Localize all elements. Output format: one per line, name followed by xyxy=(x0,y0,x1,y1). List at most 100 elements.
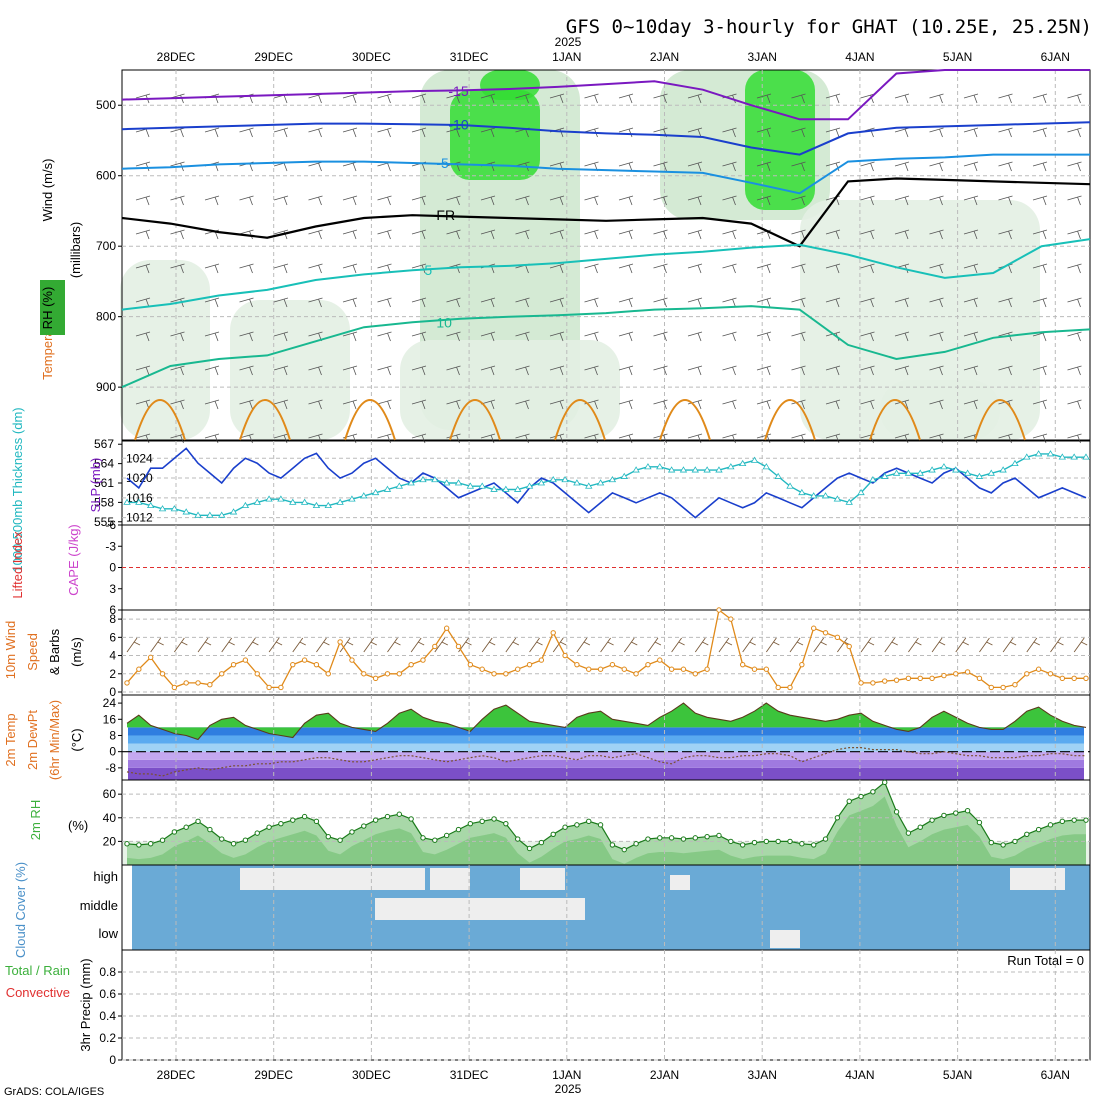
rh-point xyxy=(550,831,556,838)
wind-speed-point xyxy=(964,669,971,675)
rh-shading-area xyxy=(400,340,620,440)
thickness-point xyxy=(952,466,960,473)
rh-point xyxy=(976,819,983,826)
rh-point xyxy=(313,818,320,825)
y-tick-label: 6 xyxy=(109,603,116,617)
upper-wind-barb xyxy=(1032,161,1048,172)
upper-wind-barb xyxy=(894,365,910,376)
slp-tick-label: 1016 xyxy=(126,491,153,505)
surface-wind-barb xyxy=(481,637,496,653)
y-tick-label: 0 xyxy=(109,1053,116,1067)
temperature-band xyxy=(128,727,1084,736)
rh-point xyxy=(479,818,485,825)
surface-wind-barb xyxy=(505,637,520,653)
rh-point xyxy=(337,837,343,843)
upper-wind-barb xyxy=(239,365,254,376)
rh-point xyxy=(787,838,793,845)
wind-speed-point xyxy=(988,684,994,691)
upper-wind-barb xyxy=(515,365,530,376)
upper-wind-barb xyxy=(687,161,703,172)
upper-wind-barb xyxy=(687,433,703,444)
slp-tick-label: 1020 xyxy=(126,471,153,485)
rh-point xyxy=(692,835,698,841)
upper-wind-barb xyxy=(722,161,737,172)
wind-speed-point xyxy=(290,661,296,668)
upper-wind-barb xyxy=(204,433,220,444)
upper-wind-barb xyxy=(239,195,254,206)
rh-point xyxy=(408,816,414,822)
wind-speed-point xyxy=(1083,675,1089,682)
upper-wind-barb xyxy=(549,297,565,308)
upper-wind-barb xyxy=(446,399,461,410)
rh-point xyxy=(124,841,130,847)
thickness-point xyxy=(229,508,238,515)
upper-wind-barb xyxy=(1032,229,1048,240)
upper-wind-barb xyxy=(791,195,806,206)
wind-speed-point xyxy=(692,671,698,677)
isotherm-label: -15 xyxy=(448,83,468,99)
upper-wind-barb xyxy=(584,93,599,104)
upper-wind-barb xyxy=(860,195,875,206)
surface-wind-barb xyxy=(1026,637,1041,653)
y-tick-label: 60 xyxy=(103,787,117,801)
thickness-point xyxy=(585,482,593,489)
upper-wind-barb xyxy=(1032,433,1048,444)
isotherm-line--10 xyxy=(121,121,1091,156)
wind-speed-point xyxy=(183,680,189,686)
upper-wind-barb xyxy=(342,365,358,376)
wind-speed-point xyxy=(443,625,450,631)
rh-point xyxy=(159,837,166,843)
rh-point xyxy=(609,842,616,848)
cloud-gap-block xyxy=(1010,868,1065,890)
isotherm-label: 5 xyxy=(424,262,432,278)
upper-wind-barb xyxy=(929,263,944,274)
upper-wind-barb xyxy=(411,93,427,104)
upper-wind-barb xyxy=(549,93,565,104)
p4-frame xyxy=(121,609,1091,696)
wind-speed-point xyxy=(1035,666,1042,672)
y-tick-label: 4 xyxy=(109,649,116,663)
thickness-tick-label: 561 xyxy=(94,476,114,490)
upper-wind-barb xyxy=(411,229,427,240)
thickness-point xyxy=(312,501,321,509)
upper-wind-barb xyxy=(963,331,979,342)
upper-wind-barb xyxy=(963,161,979,172)
y-tick-label: 0.2 xyxy=(99,1031,116,1045)
credit-label: GrADS: COLA/IGES xyxy=(4,1086,104,1098)
upper-wind-barb xyxy=(894,331,910,342)
wind-speed-point xyxy=(159,671,166,677)
thickness-point xyxy=(431,475,439,483)
upper-wind-barb xyxy=(1032,399,1048,410)
upper-wind-barb xyxy=(273,399,289,410)
upper-wind-barb xyxy=(791,365,806,376)
wind-speed-point xyxy=(491,671,497,677)
date-label-top: 1JAN xyxy=(552,50,581,64)
rh-point xyxy=(420,835,426,841)
upper-wind-barb xyxy=(204,331,220,342)
upper-wind-barb xyxy=(894,229,910,240)
wind-speed-point xyxy=(905,675,912,682)
upper-wind-barb xyxy=(446,127,461,138)
upper-wind-barb xyxy=(791,399,806,410)
rh-point xyxy=(680,836,687,842)
upper-wind-barb xyxy=(791,93,806,104)
upper-wind-barb xyxy=(480,331,496,342)
upper-wind-barb xyxy=(722,195,737,206)
slp-axis-label: SLP (mb) xyxy=(88,458,103,513)
upper-wind-barb xyxy=(204,195,220,206)
y-tick-label: 0 xyxy=(109,561,116,575)
thickness-point xyxy=(206,511,214,518)
date-label-top: 29DEC xyxy=(254,50,293,64)
date-label-bottom: 4JAN xyxy=(845,1068,874,1082)
upper-wind-barb xyxy=(929,93,944,104)
surface-wind-barb xyxy=(245,637,259,653)
upper-wind-barb xyxy=(377,229,392,240)
upper-wind-barb xyxy=(756,399,772,410)
wind-speed-point xyxy=(550,630,556,636)
upper-wind-barb xyxy=(791,331,806,342)
upper-wind-barb xyxy=(446,433,461,444)
upper-wind-barb xyxy=(584,229,599,240)
y-tick-label: 0.6 xyxy=(99,987,116,1001)
wind-speed-point xyxy=(147,654,154,661)
